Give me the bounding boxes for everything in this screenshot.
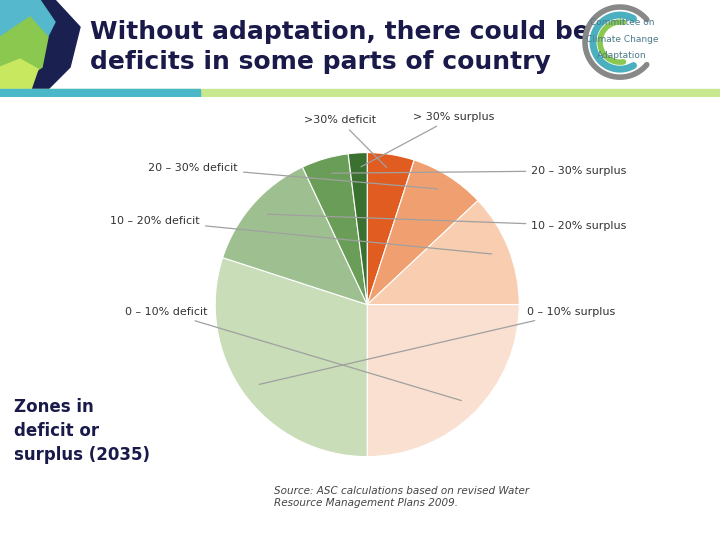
Polygon shape [0, 89, 720, 97]
Text: > 30% surplus: > 30% surplus [361, 112, 494, 167]
Text: Source: ASC calculations based on revised Water
Resource Management Plans 2009.: Source: ASC calculations based on revise… [274, 486, 528, 508]
Polygon shape [0, 0, 55, 42]
Text: Independent advice to UK Government on preparing for climate change: Independent advice to UK Government on p… [14, 520, 389, 530]
Text: 10 – 20% surplus: 10 – 20% surplus [267, 214, 626, 231]
Wedge shape [367, 153, 414, 305]
Polygon shape [0, 17, 48, 82]
Text: 20 – 30% deficit: 20 – 30% deficit [148, 163, 438, 189]
Wedge shape [367, 200, 519, 305]
Wedge shape [302, 154, 367, 305]
Text: Zones in
deficit or
surplus (2035): Zones in deficit or surplus (2035) [14, 399, 150, 463]
Text: Climate Change: Climate Change [586, 35, 658, 44]
Text: 0 – 10% surplus: 0 – 10% surplus [259, 307, 615, 384]
Text: 20 – 30% surplus: 20 – 30% surplus [332, 166, 626, 176]
Text: 0 – 10% deficit: 0 – 10% deficit [125, 307, 462, 401]
Wedge shape [215, 258, 367, 457]
Wedge shape [222, 167, 367, 305]
Wedge shape [367, 160, 478, 305]
Wedge shape [348, 153, 367, 305]
Text: Adaptation: Adaptation [597, 51, 647, 59]
Wedge shape [367, 305, 519, 457]
Polygon shape [0, 0, 80, 97]
Text: deficits in some parts of country: deficits in some parts of country [90, 50, 551, 74]
Text: Committee on: Committee on [590, 17, 654, 26]
Text: 10 – 20% deficit: 10 – 20% deficit [110, 216, 492, 254]
Polygon shape [0, 89, 200, 97]
Text: Without adaptation, there could be: Without adaptation, there could be [90, 20, 590, 44]
Text: >30% deficit: >30% deficit [304, 115, 387, 167]
Text: 16: 16 [683, 518, 698, 532]
Polygon shape [0, 59, 38, 97]
